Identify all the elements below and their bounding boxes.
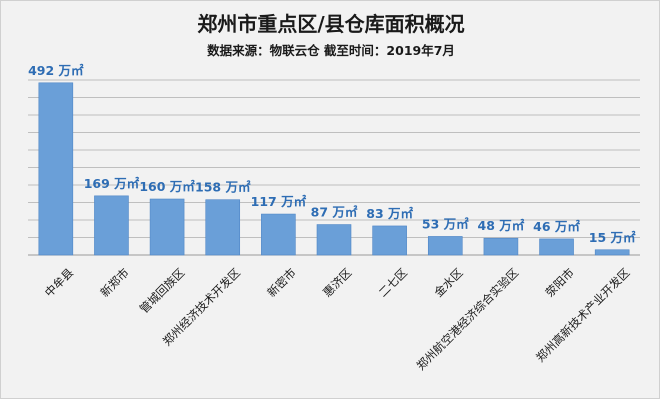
data-label: 53 万㎡	[422, 216, 469, 231]
category-label: 荥阳市	[543, 265, 577, 299]
category-label: 新郑市	[98, 265, 132, 299]
data-label: 48 万㎡	[478, 218, 525, 233]
category-label: 金水区	[431, 265, 465, 299]
bar	[94, 195, 129, 256]
data-label: 87 万㎡	[311, 205, 358, 220]
bars	[38, 82, 630, 256]
data-label: 83 万㎡	[366, 206, 413, 221]
bar	[483, 237, 519, 256]
bar	[38, 82, 74, 256]
category-label: 新密市	[264, 265, 298, 299]
data-label: 160 万㎡	[139, 179, 195, 194]
category-label: 中牟县	[42, 265, 76, 299]
chart-subtitle: 数据来源：物联云仓 截至时间：2019年7月	[207, 43, 455, 58]
data-label: 158 万㎡	[195, 180, 251, 195]
bar	[149, 198, 185, 256]
bar	[316, 224, 352, 256]
bar	[205, 199, 241, 256]
bar	[372, 225, 407, 256]
chart-title: 郑州市重点区/县仓库面积概况	[197, 12, 465, 36]
data-label: 15 万㎡	[589, 230, 636, 245]
category-label: 惠济区	[320, 265, 354, 299]
bar	[594, 249, 630, 256]
category-label: 郑州航空港经济综合实验区	[414, 265, 521, 372]
data-label: 46 万㎡	[533, 219, 580, 234]
category-label: 管城回族区	[137, 265, 188, 316]
category-label: 二七区	[376, 265, 410, 299]
category-label: 郑州高新技术产业开发区	[533, 265, 632, 364]
bar	[261, 213, 296, 256]
data-label: 492 万㎡	[28, 63, 84, 78]
gridlines	[28, 79, 640, 256]
data-label: 169 万㎡	[84, 176, 140, 191]
bar	[427, 236, 463, 256]
bar	[539, 238, 574, 256]
data-label: 117 万㎡	[251, 194, 307, 209]
